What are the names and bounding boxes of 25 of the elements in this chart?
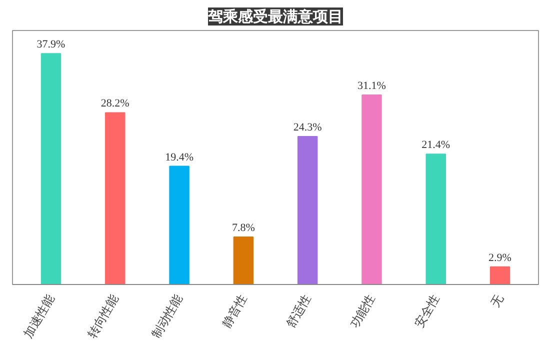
x-tick-label: 无 [488,292,506,310]
x-tick-label: 安全性 [412,292,442,330]
data-label: 28.2% [100,98,130,110]
bar [40,53,62,284]
data-label: 31.1% [358,80,386,92]
x-tick-label: 静音性 [219,292,250,330]
bar [490,266,510,284]
bar [233,236,254,284]
bar [362,94,382,284]
chart-title: 驾乘感受最满意项目 [207,8,343,26]
data-label: 2.9% [488,252,512,264]
data-label: 19.4% [165,151,194,164]
x-tick-label: 加速性能 [20,292,58,341]
bar [297,136,318,284]
x-tick-label: 舒适性 [284,292,314,330]
data-label: 7.8% [232,222,255,234]
bar [105,112,126,284]
x-tick-label: 制动性能 [149,292,186,341]
x-tick-label: 功能性 [348,292,378,330]
data-label: 21.4% [422,139,450,152]
data-label: 37.9% [36,38,66,51]
x-tick-label: 转向性能 [85,292,122,341]
data-label: 24.3% [293,121,322,134]
bar [426,154,446,284]
bar [169,166,190,284]
